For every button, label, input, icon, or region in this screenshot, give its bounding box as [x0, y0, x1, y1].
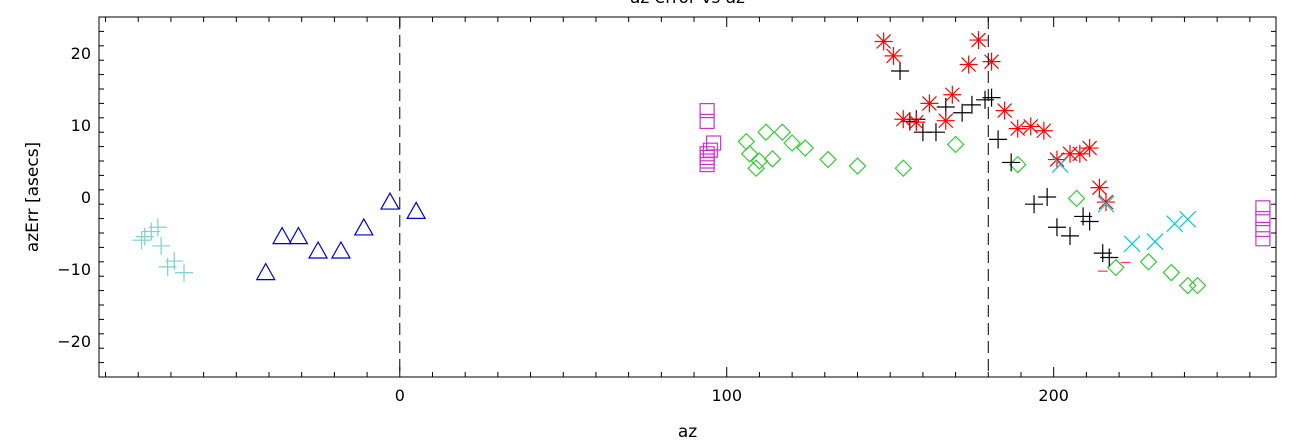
data-point	[255, 262, 276, 281]
data-point	[406, 201, 427, 219]
data-point	[819, 150, 837, 169]
data-point	[1100, 248, 1119, 267]
data-point	[962, 95, 981, 114]
data-point	[165, 252, 184, 271]
data-point	[1146, 233, 1164, 251]
data-point	[1255, 200, 1271, 216]
data-point	[1106, 258, 1125, 277]
data-point	[1188, 276, 1207, 295]
data-point	[1080, 212, 1099, 231]
data-point	[750, 152, 769, 170]
data-point	[1080, 139, 1099, 158]
data-point	[699, 102, 715, 119]
data-point	[1070, 144, 1089, 163]
data-point	[982, 52, 1001, 71]
y-tick-label: 10	[71, 116, 91, 135]
data-point	[148, 218, 167, 237]
data-point	[969, 31, 988, 50]
data-point	[763, 149, 782, 168]
data-point	[1008, 119, 1027, 138]
y-tick-label: 0	[81, 188, 91, 207]
data-point	[1061, 226, 1080, 245]
data-point	[1047, 218, 1066, 237]
data-point	[1047, 150, 1066, 169]
data-point	[699, 113, 715, 130]
x-tick-label: 200	[1038, 386, 1069, 405]
data-point	[1139, 252, 1158, 271]
data-point	[943, 85, 962, 104]
data-point	[907, 113, 926, 132]
data-point	[1255, 231, 1271, 247]
data-point	[1021, 117, 1040, 136]
data-point	[1097, 195, 1115, 213]
data-point	[747, 159, 766, 178]
data-point	[894, 110, 913, 129]
data-point	[891, 62, 910, 80]
data-point	[1034, 121, 1053, 140]
plot-marks	[132, 31, 1271, 295]
data-point	[379, 191, 401, 210]
data-point	[1051, 156, 1069, 174]
data-point	[308, 240, 329, 259]
data-point	[1038, 188, 1057, 206]
y-tick-label: 20	[71, 44, 91, 63]
data-point	[874, 32, 893, 51]
x-tick-label: 0	[395, 386, 405, 405]
data-point	[1255, 221, 1271, 237]
data-point	[1179, 210, 1197, 228]
data-point	[1008, 155, 1027, 174]
chart-title: az error vs az	[630, 0, 745, 8]
data-point	[330, 240, 351, 259]
data-point	[1166, 215, 1184, 233]
data-point	[1025, 195, 1044, 214]
data-point	[936, 111, 955, 130]
data-point	[175, 263, 194, 282]
data-point	[132, 231, 151, 250]
data-point	[1067, 189, 1086, 208]
data-point	[959, 55, 978, 74]
x-axis-title: az	[678, 422, 697, 442]
data-point	[796, 139, 815, 157]
data-point	[353, 217, 374, 236]
data-point	[1002, 153, 1021, 172]
data-point	[1123, 235, 1141, 253]
data-point	[989, 130, 1008, 149]
data-point	[1096, 193, 1115, 212]
data-point	[1255, 211, 1271, 227]
y-tick-label: −10	[57, 260, 91, 279]
data-point	[894, 159, 913, 178]
data-point	[272, 226, 293, 245]
data-point	[848, 157, 867, 175]
data-point	[152, 236, 171, 255]
data-point	[757, 123, 775, 142]
data-point	[920, 94, 939, 113]
data-point	[773, 123, 792, 142]
data-point	[926, 123, 945, 142]
data-point	[982, 88, 1001, 107]
plot-axes: 0 100 200 −20 −10 0 10 20	[57, 16, 1277, 405]
data-point	[946, 135, 965, 154]
data-point	[1090, 178, 1109, 197]
data-point	[783, 134, 801, 152]
data-point	[1162, 263, 1181, 282]
data-point	[884, 46, 903, 65]
plot-frame	[98, 16, 1277, 378]
data-point	[706, 135, 722, 151]
data-point	[737, 132, 756, 151]
data-point	[1178, 276, 1197, 295]
data-point	[995, 101, 1014, 120]
data-point	[953, 103, 972, 122]
data-point	[740, 144, 759, 163]
y-tick-label: −20	[57, 332, 91, 351]
x-tick-label: 100	[711, 386, 742, 405]
data-point	[288, 226, 309, 245]
y-axis-title: azErr [asecs]	[23, 142, 43, 252]
